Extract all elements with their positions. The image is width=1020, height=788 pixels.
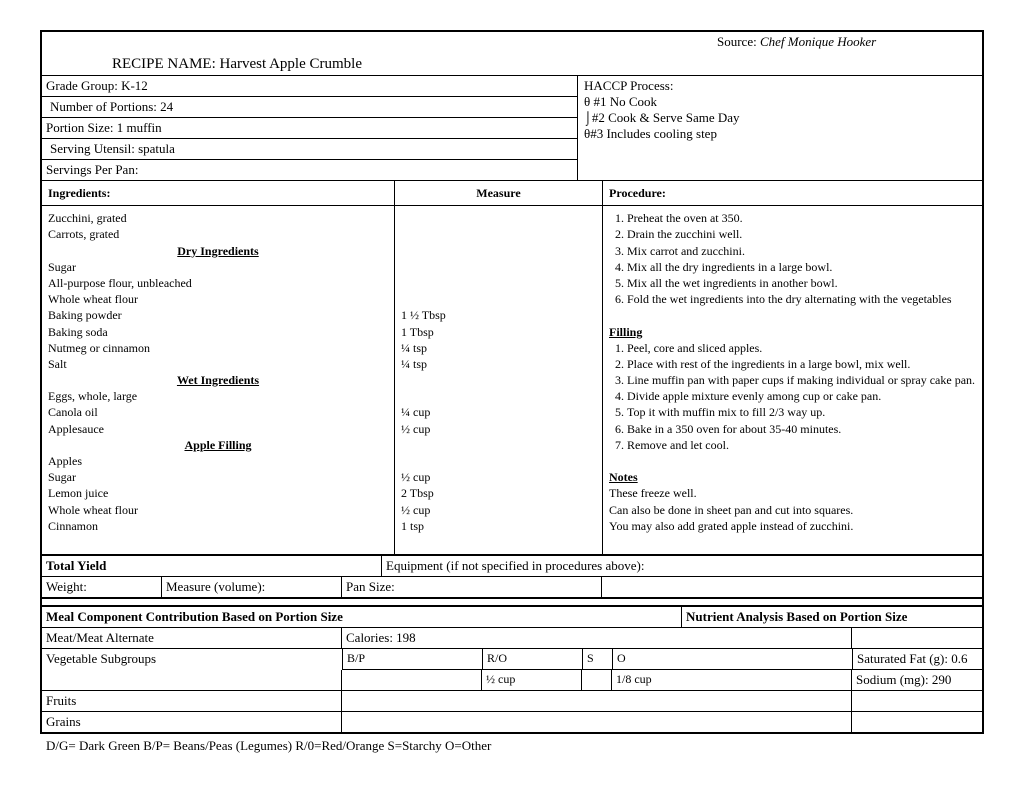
filling-hdr: Apple Filling xyxy=(48,437,388,453)
grade-group: Grade Group: K-12 xyxy=(42,76,577,97)
m-baking-powder: 1 ½ Tbsp xyxy=(401,307,596,323)
ing-sugar2: Sugar xyxy=(48,469,388,485)
proc-3: Mix carrot and zucchini. xyxy=(627,243,976,259)
veg-ro: R/O xyxy=(483,649,583,670)
proc-6: Fold the wet ingredients into the dry al… xyxy=(627,291,976,307)
ing-flour-all: All-purpose flour, unbleached xyxy=(48,275,388,291)
dry-hdr: Dry Ingredients xyxy=(48,243,388,259)
ingredients-list: Zucchini, grated Carrots, grated Dry Ing… xyxy=(42,206,395,554)
ing-cinnamon: Cinnamon xyxy=(48,518,388,534)
fill-4: Divide apple mixture evenly among cup or… xyxy=(627,388,976,404)
m-lemon: 2 Tbsp xyxy=(401,485,596,501)
recipe-name: Harvest Apple Crumble xyxy=(220,56,362,72)
ing-baking-soda: Baking soda xyxy=(48,324,388,340)
measure-vol: Measure (volume): xyxy=(162,577,342,599)
wet-hdr: Wet Ingredients xyxy=(48,372,388,388)
m-nutmeg: ¼ tsp xyxy=(401,340,596,356)
note-1: These freeze well. xyxy=(609,485,976,501)
portion-size: Portion Size: 1 muffin xyxy=(42,118,577,139)
ing-zucchini: Zucchini, grated xyxy=(48,210,388,226)
haccp-label: HACCP Process: xyxy=(584,78,976,94)
col-ingredients: Ingredients: xyxy=(42,181,395,205)
fill-7: Remove and let cool. xyxy=(627,437,976,453)
proc-filling-hdr: Filling xyxy=(609,324,976,340)
weight: Weight: xyxy=(42,577,162,599)
col-procedure: Procedure: xyxy=(603,181,982,205)
ing-canola: Canola oil xyxy=(48,404,388,420)
fruits: Fruits xyxy=(42,691,342,712)
procedure-list: Preheat the oven at 350. Drain the zucch… xyxy=(603,206,982,554)
ing-flour-ww2: Whole wheat flour xyxy=(48,502,388,518)
cal允ries: Calories: 198 xyxy=(342,628,852,649)
note-3: You may also add grated apple instead of… xyxy=(609,518,976,534)
ing-applesauce: Applesauce xyxy=(48,421,388,437)
sodium: Sodium (mg): 290 xyxy=(852,670,982,691)
veg-o: O xyxy=(613,649,853,670)
half-cup: ½ cup xyxy=(482,670,582,691)
veg-subgroups: Vegetable Subgroups xyxy=(42,649,342,670)
recipe-name-label: RECIPE NAME: xyxy=(112,56,216,72)
haccp-block: HACCP Process: θ #1 No Cook ⌡#2 Cook & S… xyxy=(578,76,982,181)
veg-bp: B/P xyxy=(343,649,483,670)
pan-size: Pan Size: xyxy=(342,577,602,599)
eighth-cup: 1/8 cup xyxy=(612,670,852,691)
haccp-3: θ#3 Includes cooling step xyxy=(584,126,976,142)
col-measure: Measure xyxy=(395,181,603,205)
legend: D/G= Dark Green B/P= Beans/Peas (Legumes… xyxy=(40,734,980,758)
fill-2: Place with rest of the ingredients in a … xyxy=(627,356,976,372)
sat-fat: Saturated Fat (g): 0.6 xyxy=(853,649,982,670)
m-salt: ¼ tsp xyxy=(401,356,596,372)
ing-flour-ww: Whole wheat flour xyxy=(48,291,388,307)
veg-s: S xyxy=(583,649,613,670)
left-meta-block: Grade Group: K-12 Number of Portions: 24… xyxy=(42,76,578,181)
m-canola: ¼ cup xyxy=(401,404,596,420)
ing-salt: Salt xyxy=(48,356,388,372)
source-cell: Source: Chef Monique Hooker xyxy=(577,32,982,76)
haccp-2: ⌡#2 Cook & Serve Same Day xyxy=(584,110,976,126)
ing-apples: Apples xyxy=(48,453,388,469)
num-portions: Number of Portions: 24 xyxy=(42,97,577,118)
servings-per-pan: Servings Per Pan: xyxy=(42,160,577,181)
haccp-1: θ #1 No Cook xyxy=(584,94,976,110)
m-cinnamon: 1 tsp xyxy=(401,518,596,534)
meal-right-hdr: Nutrient Analysis Based on Portion Size xyxy=(682,607,982,628)
fill-1: Peel, core and sliced apples. xyxy=(627,340,976,356)
ing-sugar: Sugar xyxy=(48,259,388,275)
proc-2: Drain the zucchini well. xyxy=(627,226,976,242)
ing-nutmeg: Nutmeg or cinnamon xyxy=(48,340,388,356)
serving-utensil: Serving Utensil: spatula xyxy=(42,139,577,160)
fill-3: Line muffin pan with paper cups if makin… xyxy=(627,372,976,388)
m-flour-ww2: ½ cup xyxy=(401,502,596,518)
equipment-label: Equipment (if not specified in procedure… xyxy=(382,556,982,577)
measures-list: 1 ½ Tbsp 1 Tbsp ¼ tsp ¼ tsp ¼ cup ½ cup … xyxy=(395,206,603,554)
m-sugar2: ½ cup xyxy=(401,469,596,485)
total-yield-label: Total Yield xyxy=(42,556,382,577)
meal-left-hdr: Meal Component Contribution Based on Por… xyxy=(42,607,682,628)
grains: Grains xyxy=(42,712,342,732)
proc-5: Mix all the wet ingredients in another b… xyxy=(627,275,976,291)
recipe-name-cell: RECIPE NAME: Harvest Apple Crumble xyxy=(42,32,577,76)
source-value: Chef Monique Hooker xyxy=(760,34,876,49)
ing-eggs: Eggs, whole, large xyxy=(48,388,388,404)
fill-6: Bake in a 350 oven for about 35-40 minut… xyxy=(627,421,976,437)
ing-carrots: Carrots, grated xyxy=(48,226,388,242)
recipe-form: RECIPE NAME: Harvest Apple Crumble Sourc… xyxy=(40,30,984,734)
source-label: Source: xyxy=(717,34,757,49)
fill-5: Top it with muffin mix to fill 2/3 way u… xyxy=(627,404,976,420)
ing-baking-powder: Baking powder xyxy=(48,307,388,323)
note-2: Can also be done in sheet pan and cut in… xyxy=(609,502,976,518)
ing-lemon: Lemon juice xyxy=(48,485,388,501)
m-baking-soda: 1 Tbsp xyxy=(401,324,596,340)
proc-4: Mix all the dry ingredients in a large b… xyxy=(627,259,976,275)
m-applesauce: ½ cup xyxy=(401,421,596,437)
notes-hdr: Notes xyxy=(609,469,976,485)
meat-alt: Meat/Meat Alternate xyxy=(42,628,342,649)
proc-1: Preheat the oven at 350. xyxy=(627,210,976,226)
